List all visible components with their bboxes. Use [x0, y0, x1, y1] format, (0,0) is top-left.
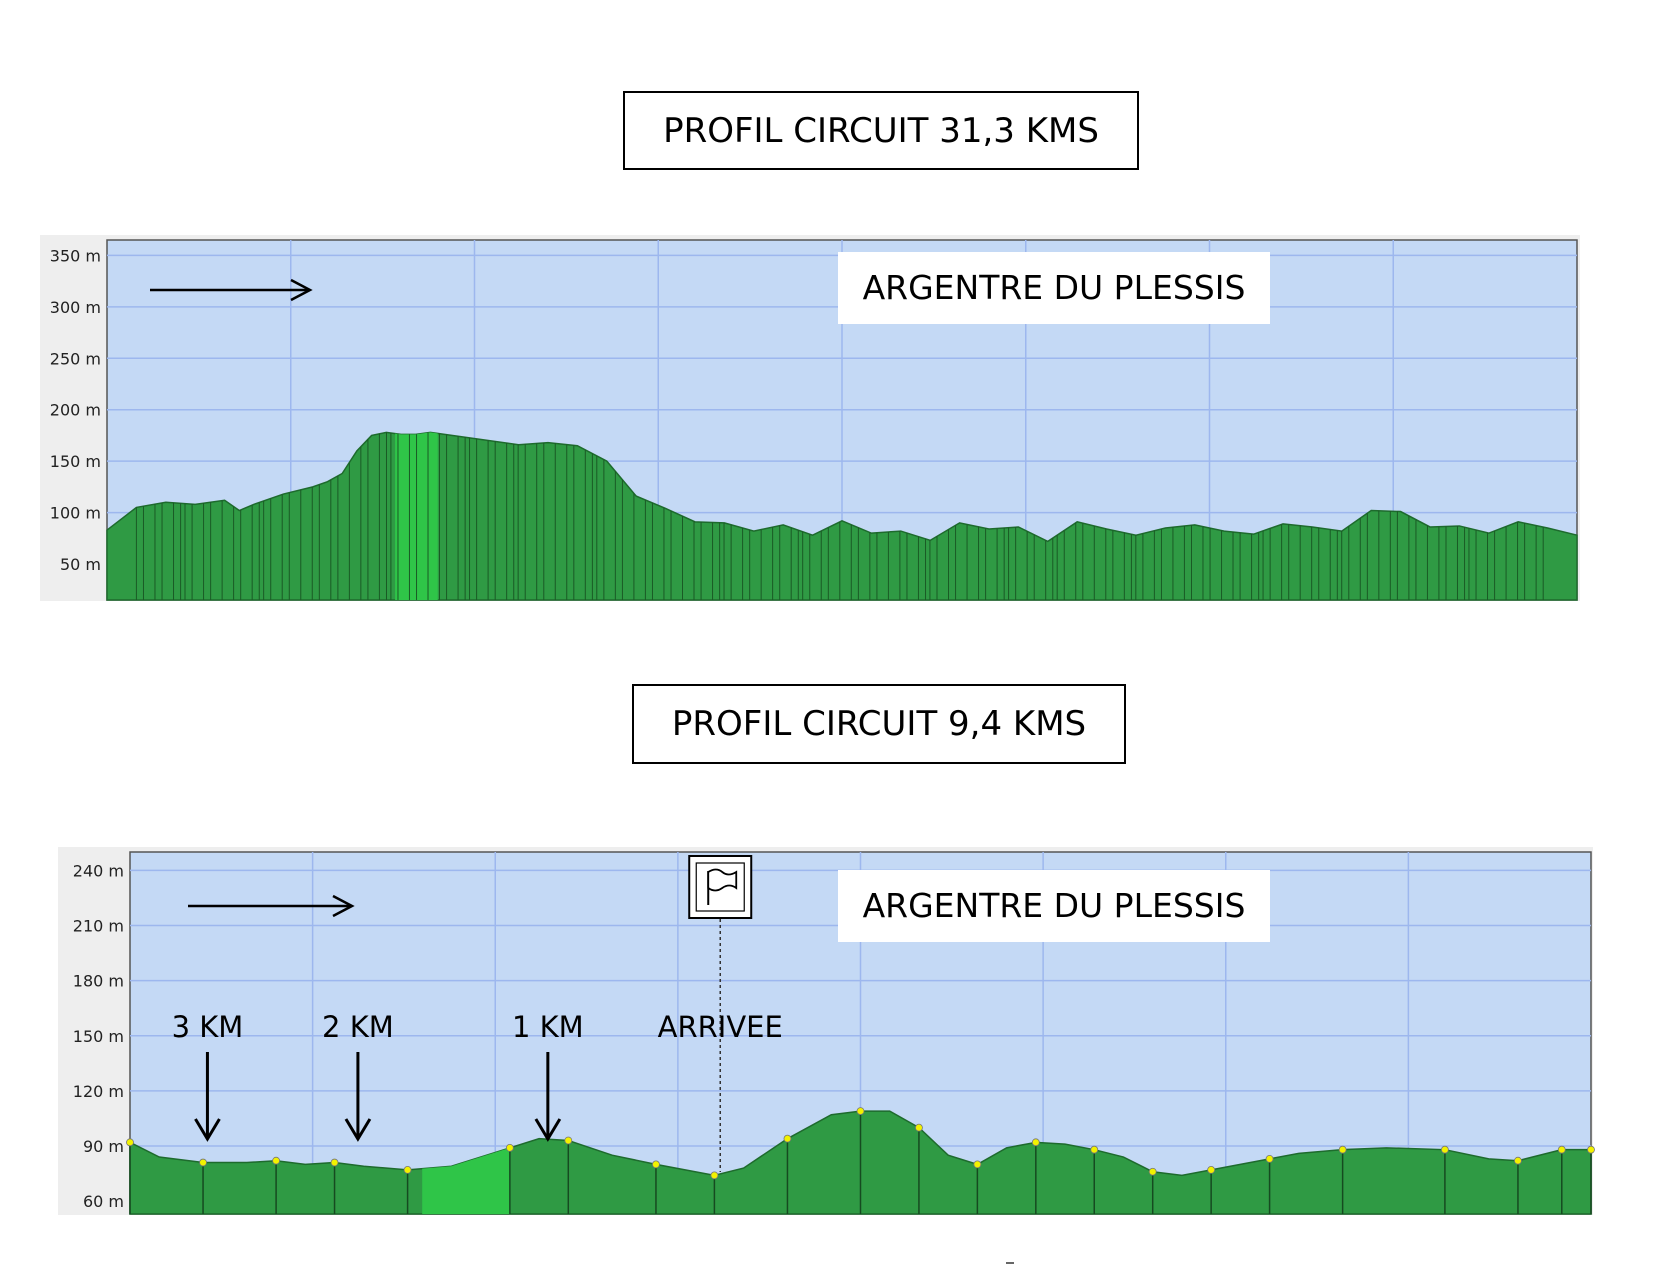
- place-label: ARGENTRE DU PLESSIS: [863, 268, 1246, 307]
- km-arrow-head: [344, 1118, 372, 1142]
- waypoint-dot: [1090, 1145, 1099, 1154]
- flag-icon-frame: [695, 862, 745, 912]
- y-tick-label: 120 m: [73, 1082, 124, 1101]
- chart-1-title: PROFIL CIRCUIT 31,3 KMS: [623, 91, 1139, 170]
- waypoint-dot: [564, 1136, 573, 1145]
- waypoint-dot: [783, 1134, 792, 1143]
- waypoint-dot: [1031, 1138, 1040, 1147]
- y-tick-label: 300 m: [50, 298, 101, 317]
- waypoint-markers: [126, 1107, 1595, 1214]
- km-arrow-head: [534, 1118, 562, 1142]
- place-label-box: ARGENTRE DU PLESSIS: [838, 870, 1270, 942]
- place-label-box: ARGENTRE DU PLESSIS: [838, 252, 1270, 324]
- y-tick-label: 180 m: [73, 972, 124, 991]
- km-markers: 3 KM 2 KM 1 KM: [172, 1010, 584, 1142]
- km-label: 2 KM: [322, 1010, 394, 1044]
- y-tick-label: 240 m: [73, 861, 124, 880]
- flag-icon: [695, 862, 745, 912]
- waypoint-dot: [1514, 1156, 1522, 1165]
- chart-2-title: PROFIL CIRCUIT 9,4 KMS: [632, 684, 1126, 764]
- waypoint-dot: [1265, 1154, 1274, 1163]
- terrain-area: [106, 431, 1578, 601]
- waypoint-dot: [403, 1165, 412, 1174]
- place-label: ARGENTRE DU PLESSIS: [863, 886, 1246, 925]
- y-tick-label: 60 m: [83, 1192, 124, 1211]
- direction-arrow: [150, 278, 313, 302]
- elevation-chart-9km: 60 m 90 m 120 m 150 m 180 m 210 m 240 m ARGENT…: [58, 847, 1595, 1215]
- km-arrow-head: [194, 1118, 221, 1142]
- waypoint-dot: [1148, 1167, 1157, 1176]
- y-axis: 50 m 100 m 150 m 200 m 250 m 300 m 350 m: [50, 246, 101, 574]
- waypoint-dot: [1587, 1145, 1595, 1154]
- waypoint-dot: [973, 1160, 982, 1169]
- km-label: 1 KM: [512, 1010, 584, 1044]
- y-tick-label: 350 m: [50, 246, 101, 265]
- waypoint-dot: [1441, 1145, 1449, 1154]
- waypoint-dot: [126, 1138, 134, 1147]
- y-tick-label: 150 m: [50, 452, 101, 471]
- y-tick-label: 100 m: [50, 504, 101, 523]
- flag-cloth: [707, 868, 738, 892]
- waypoint-dot: [330, 1158, 339, 1167]
- direction-arrow: [188, 894, 355, 918]
- y-tick-label: 50 m: [60, 555, 101, 574]
- waypoint-dot: [915, 1123, 923, 1132]
- y-axis: 60 m 90 m 120 m 150 m 180 m 210 m 240 m: [73, 861, 124, 1211]
- y-tick-label: 250 m: [50, 349, 101, 368]
- waypoint-dot: [1557, 1145, 1566, 1154]
- y-tick-label: 210 m: [73, 917, 124, 936]
- waypoint-dot: [856, 1107, 865, 1115]
- stray-mark: [1006, 1262, 1014, 1264]
- elevation-chart-31km: 50 m 100 m 150 m 200 m 250 m 300 m 350 m ARGEN…: [40, 235, 1580, 601]
- y-tick-label: 150 m: [73, 1027, 124, 1046]
- waypoint-dot: [199, 1158, 207, 1167]
- waypoint-dot: [505, 1143, 514, 1152]
- waypoint-dot: [1338, 1145, 1347, 1154]
- waypoint-dot: [710, 1171, 719, 1180]
- y-tick-label: 90 m: [83, 1137, 124, 1156]
- finish-label: ARRIVEE: [658, 1010, 783, 1044]
- waypoint-dot: [1207, 1165, 1216, 1174]
- waypoint-dot: [652, 1160, 660, 1169]
- finish-marker: ARRIVEE: [658, 855, 783, 1172]
- y-tick-label: 200 m: [50, 401, 101, 420]
- km-label: 3 KM: [172, 1010, 244, 1044]
- waypoint-dot: [272, 1156, 281, 1165]
- elevation-series: [106, 431, 1578, 601]
